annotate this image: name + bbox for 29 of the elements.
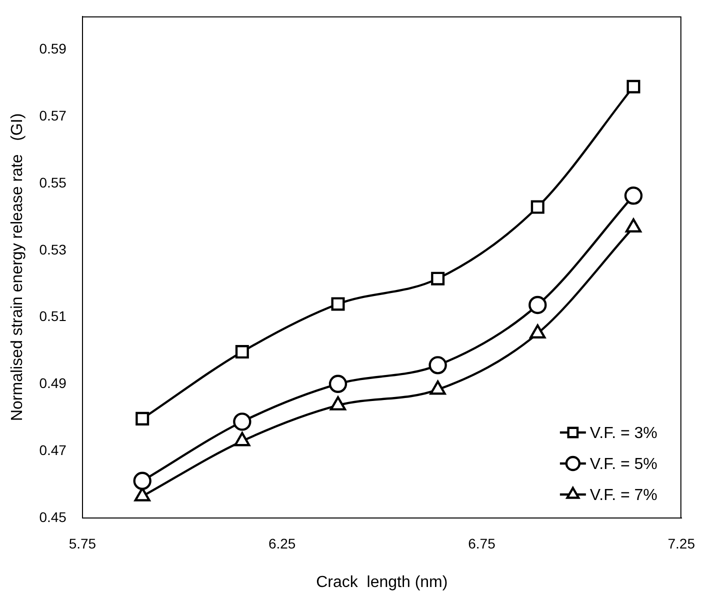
y-tick-label: 0.59	[39, 40, 67, 57]
x-tick-label: 6.25	[268, 535, 296, 552]
legend-label: V.F. = 3%	[590, 424, 658, 442]
y-tick-label: 0.53	[39, 241, 67, 258]
y-tick-label: 0.51	[39, 308, 67, 324]
point	[528, 296, 547, 314]
point	[235, 345, 249, 359]
y-tick-label: 0.45	[39, 508, 67, 525]
point	[624, 186, 643, 205]
legend-label: V.F. = 5%	[590, 456, 658, 473]
x-tick-label: 5.75	[68, 535, 96, 552]
point	[136, 412, 150, 426]
y-axis-title: Normalised strain energy release rate (GI)	[9, 113, 26, 422]
x-tick-label: 6.75	[468, 535, 496, 552]
x-axis-title: Crack length (nm)	[316, 574, 448, 591]
point	[233, 412, 252, 431]
y-tick-label: 0.57	[39, 108, 67, 124]
y-tick-label: 0.49	[39, 375, 67, 392]
point	[328, 374, 348, 394]
y-tick-label: 0.47	[39, 442, 67, 458]
point	[133, 472, 152, 490]
point	[331, 297, 345, 311]
point	[428, 356, 447, 374]
legend-label: V.F. = 7%	[590, 486, 658, 504]
point	[626, 80, 640, 94]
point	[431, 272, 445, 286]
y-tick-label: 0.55	[39, 174, 67, 190]
x-tick-label: 7.25	[668, 535, 696, 552]
point	[530, 200, 544, 214]
